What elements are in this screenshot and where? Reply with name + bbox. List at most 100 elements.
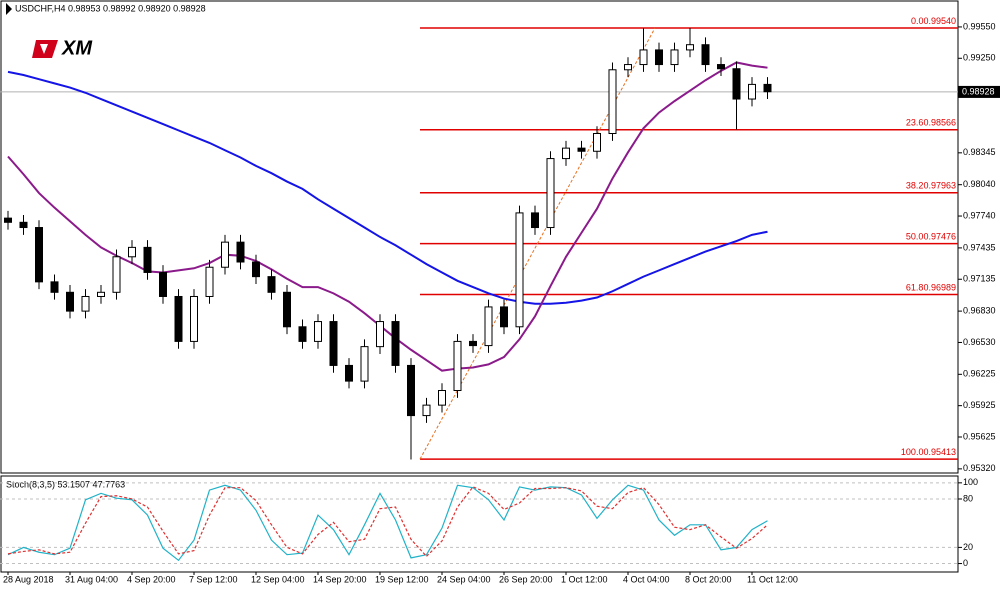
candle-body	[190, 295, 198, 342]
stoch-title: Stoch(8,3,5) 53.1507 47.7763	[6, 479, 125, 489]
candle-body	[717, 64, 725, 70]
fib-ratio: 61.8	[906, 283, 924, 293]
candle-body	[252, 261, 260, 278]
x-tick-label: 31 Aug 04:00	[65, 574, 118, 584]
y-tick-label: 0.99550	[963, 21, 996, 31]
logo-text: XM	[61, 37, 93, 59]
x-tick-label: 26 Sep 20:00	[499, 574, 553, 584]
y-tick-label: 20	[963, 542, 973, 552]
candle-body	[391, 321, 400, 366]
candle-body	[577, 147, 586, 152]
logo: XM	[32, 37, 93, 59]
fib-label: 61.80.96989	[906, 283, 956, 293]
fib-ratio: 23.6	[906, 118, 924, 128]
fib-label: 38.20.97963	[906, 181, 956, 191]
fib-ratio: 38.2	[906, 181, 924, 191]
candle-body	[4, 217, 12, 223]
x-tick-label: 1 Oct 12:00	[561, 574, 608, 584]
candle-body	[748, 83, 756, 100]
candle-body	[500, 306, 508, 328]
candle-body	[763, 83, 772, 93]
candle-body	[236, 241, 245, 263]
candle-body	[701, 44, 710, 66]
fib-label: 0.00.99540	[911, 16, 956, 26]
last-price-label: 0.98928	[962, 86, 995, 96]
fib-price: 0.99540	[923, 16, 956, 26]
moving-average	[7, 70, 768, 305]
candle-body	[298, 326, 307, 342]
main-frame	[0, 0, 959, 474]
x-tick-label: 7 Sep 12:00	[189, 574, 238, 584]
y-tick-label: 0.96830	[963, 305, 996, 315]
y-tick-label: 0.97435	[963, 242, 996, 252]
candle-body	[81, 295, 90, 312]
y-tick-label: 0.97135	[963, 274, 996, 284]
candle-body	[97, 291, 105, 297]
x-tick-label: 24 Sep 04:00	[437, 574, 491, 584]
fib-label: 23.60.98566	[906, 118, 956, 128]
y-tick-label: 100	[963, 477, 978, 487]
fib-price: 0.97963	[923, 181, 956, 191]
stoch-frame	[0, 475, 959, 573]
candle-body	[19, 221, 28, 229]
stoch-line	[7, 486, 768, 558]
candle-body	[484, 306, 493, 347]
y-tick-label: 80	[963, 493, 973, 503]
x-tick-label: 4 Sep 20:00	[127, 574, 176, 584]
header-arrow	[6, 3, 12, 15]
candle-body	[670, 49, 679, 66]
candle-body	[205, 266, 214, 297]
x-tick-label: 14 Sep 20:00	[313, 574, 367, 584]
candle-body	[469, 340, 477, 347]
candle-body	[174, 295, 183, 342]
y-tick-label: 0.97740	[963, 210, 996, 220]
candle-body	[66, 291, 74, 312]
candle-body	[438, 390, 446, 406]
candle-body	[593, 133, 601, 152]
candle-body	[562, 147, 570, 160]
logo-mark-cut	[40, 44, 48, 54]
candle-body	[546, 158, 555, 229]
candle-body	[128, 246, 136, 258]
candle-body	[732, 68, 741, 100]
candle-body	[453, 340, 462, 392]
y-tick-label: 0.98345	[963, 147, 996, 157]
candle-body	[655, 49, 663, 66]
candle-body	[112, 256, 121, 293]
candle-body	[376, 321, 384, 348]
x-tick-label: 11 Oct 12:00	[747, 574, 798, 584]
fib-price: 0.98566	[923, 118, 956, 128]
candle-body	[360, 346, 369, 382]
candle-body	[407, 364, 415, 417]
moving-average	[7, 61, 768, 372]
candle-body	[639, 49, 648, 66]
candle-body	[329, 321, 338, 366]
candle-body	[345, 364, 353, 382]
y-tick-label: 0.96225	[963, 369, 996, 379]
candle-body	[35, 227, 43, 283]
candle-body	[422, 404, 431, 417]
fib-ratio: 100.0	[901, 448, 924, 458]
candle-body	[531, 212, 539, 229]
last-price-box	[958, 85, 1000, 98]
chart-header: USDCHF,H4 0.98953 0.98992 0.98920 0.9892…	[15, 3, 206, 13]
y-tick-label: 0.95925	[963, 400, 996, 410]
x-tick-label: 19 Sep 12:00	[375, 574, 429, 584]
fib-ratio: 0.0	[911, 16, 924, 26]
y-tick-label: 0.98040	[963, 179, 996, 189]
candle-body	[283, 291, 291, 328]
x-tick-label: 28 Aug 2018	[3, 574, 54, 584]
x-tick-label: 4 Oct 04:00	[623, 574, 670, 584]
fib-price: 0.97476	[923, 232, 956, 242]
fib-price: 0.96989	[923, 283, 956, 293]
candle-body	[624, 64, 632, 71]
candle-body	[221, 241, 229, 268]
fib-label: 100.00.95413	[901, 448, 956, 458]
candle-body	[608, 69, 617, 135]
y-tick-label: 0.96530	[963, 337, 996, 347]
y-tick-label: 0.99250	[963, 53, 996, 63]
candle-body	[314, 321, 322, 342]
fib-label: 50.00.97476	[906, 232, 956, 242]
fib-price: 0.95413	[923, 448, 956, 458]
